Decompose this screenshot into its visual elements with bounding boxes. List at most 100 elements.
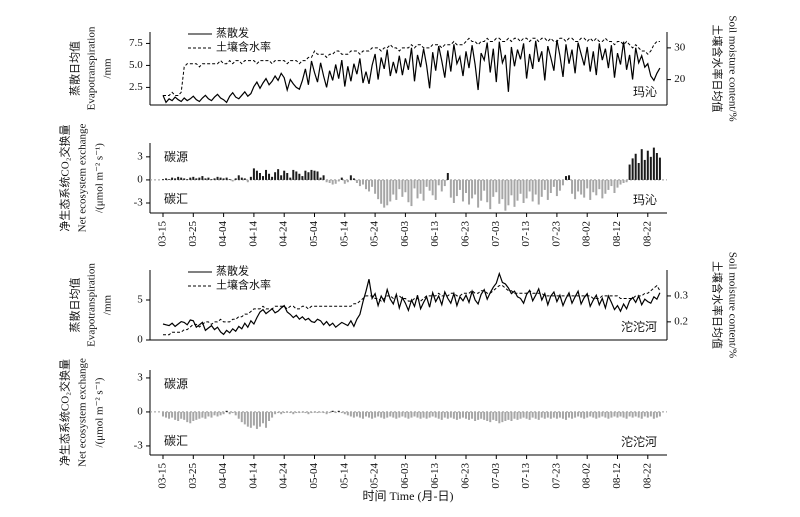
bar: [386, 411, 389, 418]
bar: [616, 411, 619, 418]
bar: [398, 411, 401, 418]
site-label: 沱沱河: [621, 319, 657, 334]
bar: [343, 179, 346, 184]
bar: [210, 179, 213, 180]
bar: [513, 411, 516, 419]
bar: [465, 179, 467, 193]
bar: [589, 179, 592, 200]
x-tick-label: 07-13: [520, 463, 532, 489]
bar: [380, 411, 383, 418]
y-axis-title: 蒸散日均值: [68, 278, 82, 333]
y-axis-title: /mm: [102, 294, 114, 315]
bar: [568, 411, 571, 418]
bar: [237, 175, 240, 180]
x-tick-label: 03-25: [187, 221, 199, 247]
bar: [625, 411, 628, 419]
bar: [425, 411, 428, 419]
bar: [365, 411, 368, 417]
bar: [186, 411, 189, 423]
y-axis-title: /(μmol m⁻² s⁻¹): [94, 143, 106, 213]
series-line: [163, 37, 660, 96]
bar: [507, 411, 510, 420]
bar: [195, 178, 198, 180]
bar: [552, 179, 555, 187]
bar: [610, 179, 613, 187]
bar: [219, 177, 222, 180]
bar: [522, 179, 525, 203]
bar: [422, 411, 425, 418]
bar: [255, 411, 258, 429]
bar: [177, 411, 180, 421]
bar: [377, 411, 380, 417]
bar: [580, 179, 583, 195]
bar: [598, 179, 601, 190]
tick-label: 0: [137, 173, 143, 185]
bar: [168, 179, 171, 180]
x-tick-label: 08-12: [611, 221, 623, 247]
x-tick-label: 06-13: [429, 463, 441, 489]
bar: [531, 411, 534, 418]
bar: [595, 179, 598, 196]
bar: [510, 179, 513, 196]
y-axis-title: 蒸散日均值: [68, 41, 82, 96]
site-label: 玛沁: [633, 193, 657, 207]
bar: [431, 411, 434, 417]
bar: [428, 411, 431, 418]
bar: [531, 179, 534, 202]
bar: [240, 177, 243, 180]
bar: [601, 411, 604, 417]
x-tick-label: 06-23: [460, 221, 472, 247]
bar: [334, 411, 337, 414]
bar: [613, 411, 616, 417]
bar: [422, 179, 425, 201]
legend-label: 土壤含水率: [216, 40, 271, 54]
bar: [622, 179, 625, 183]
bar: [598, 411, 601, 418]
bar: [246, 411, 249, 427]
bar: [504, 411, 507, 421]
bar: [271, 411, 274, 418]
bar: [177, 176, 180, 180]
bar: [440, 179, 443, 192]
bar: [516, 411, 519, 420]
bar: [286, 173, 289, 180]
bar: [219, 411, 222, 416]
bar: [434, 411, 437, 418]
bar: [316, 171, 319, 180]
bar: [652, 147, 655, 180]
bar: [365, 179, 368, 190]
bar: [474, 411, 477, 421]
bar: [625, 179, 628, 183]
bar: [261, 176, 264, 180]
x-tick-label: 07-03: [490, 463, 502, 489]
bar: [386, 179, 389, 206]
tick-label: 7.5: [129, 37, 143, 49]
tick-label: -3: [134, 197, 144, 209]
bar: [192, 176, 195, 180]
bar: [334, 179, 337, 184]
x-tick-label: 04-24: [278, 221, 290, 247]
x-tick-label: 04-24: [278, 463, 290, 489]
bar: [204, 411, 207, 419]
bar: [543, 179, 546, 190]
bar: [525, 411, 528, 419]
bar: [658, 157, 661, 180]
bar: [271, 176, 274, 180]
bar: [607, 179, 610, 190]
bar: [643, 159, 646, 180]
bar: [383, 411, 386, 419]
bar: [413, 411, 416, 417]
bar: [277, 411, 280, 414]
bar: [583, 411, 586, 419]
bar: [361, 411, 364, 419]
bar: [352, 411, 355, 418]
y-axis-title: Net ecosystem exchange: [77, 124, 89, 233]
bar: [346, 179, 349, 183]
bar: [228, 411, 231, 415]
bar: [549, 411, 552, 419]
bar: [213, 178, 216, 180]
bar: [574, 411, 577, 418]
bar: [628, 411, 631, 417]
tick-label: 0.3: [674, 289, 688, 301]
bar: [522, 411, 525, 418]
